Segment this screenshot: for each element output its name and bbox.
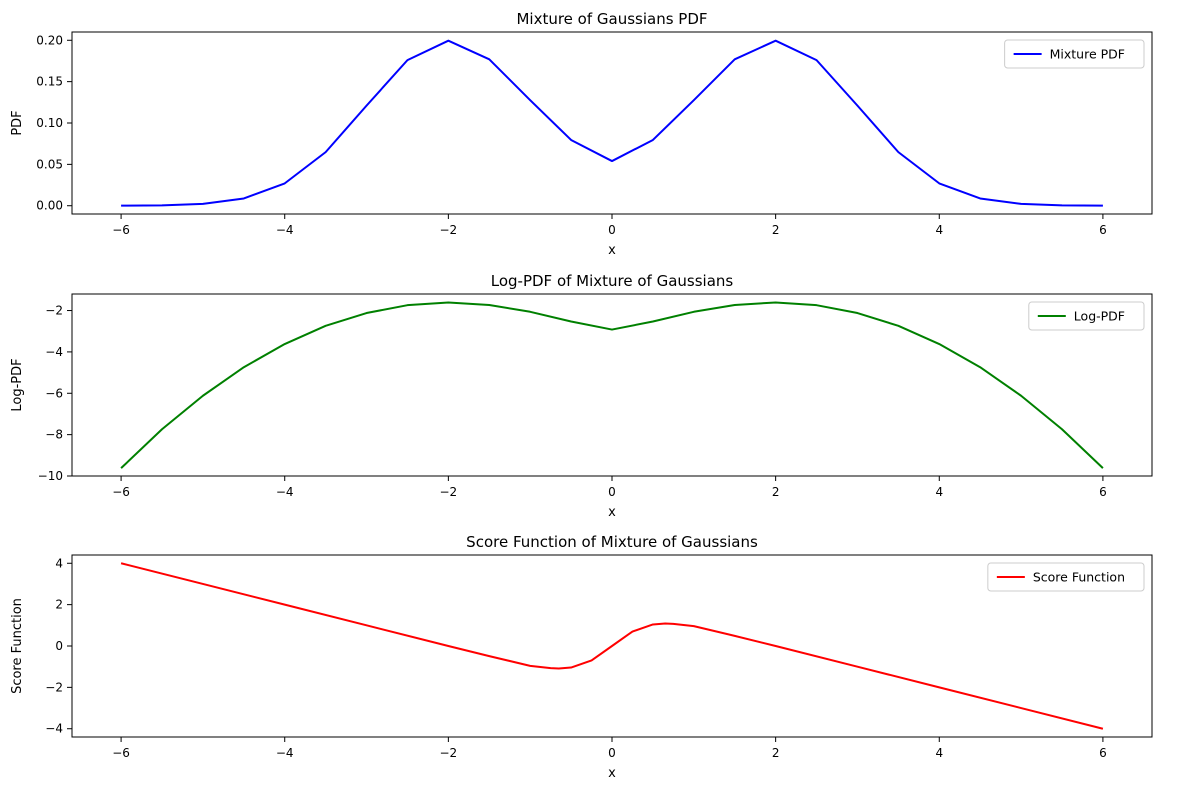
y-tick-label: 2 xyxy=(55,598,63,612)
y-axis-label: Log-PDF xyxy=(10,358,25,411)
legend: Mixture PDF xyxy=(1004,39,1145,69)
y-tick-label: −2 xyxy=(45,680,63,694)
x-tick-label: 4 xyxy=(935,485,943,499)
x-tick-label: 6 xyxy=(1099,746,1107,760)
legend-label: Score Function xyxy=(1033,570,1125,585)
y-tick-label: 0.05 xyxy=(36,157,63,171)
y-tick-label: 0.00 xyxy=(36,199,63,213)
x-tick-label: −4 xyxy=(276,746,294,760)
x-tick-label: 0 xyxy=(608,746,616,760)
chart-title: Log-PDF of Mixture of Gaussians xyxy=(491,272,734,290)
plot-frame xyxy=(71,31,1153,215)
legend: Score Function xyxy=(987,562,1145,592)
x-axis-label: x xyxy=(608,505,616,520)
chart-panel-3: −6 −4 −2 0 2 4 6 −4 −2 0 2 4 Score Function of Mixtu… xyxy=(10,533,1153,781)
y-axis-label: PDF xyxy=(10,110,25,135)
x-tick-label: 6 xyxy=(1099,223,1107,237)
x-tick-label: −6 xyxy=(112,223,130,237)
x-tick-label: −6 xyxy=(112,746,130,760)
chart-panel-1: −6 −4 −2 0 2 4 6 0.00 0.05 0.10 0.15 0.20 Mixture of… xyxy=(10,10,1153,258)
series-line-1 xyxy=(120,301,1104,469)
plot-frame xyxy=(71,293,1153,477)
x-tick-label: −6 xyxy=(112,485,130,499)
y-tick-label: 0.10 xyxy=(36,116,63,130)
y-axis-label: Score Function xyxy=(10,598,25,694)
y-tick-label: −10 xyxy=(38,469,63,483)
legend-box xyxy=(1028,301,1145,331)
x-tick-label: −4 xyxy=(276,485,294,499)
x-tick-label: 2 xyxy=(772,223,780,237)
x-tick-label: 4 xyxy=(935,746,943,760)
y-tick-label: −6 xyxy=(45,386,63,400)
x-tick-label: 6 xyxy=(1099,485,1107,499)
y-tick-label: −4 xyxy=(45,345,63,359)
legend-label: Mixture PDF xyxy=(1050,47,1125,62)
legend-label: Log-PDF xyxy=(1074,309,1125,324)
series-line-1 xyxy=(120,562,1104,730)
y-tick-label: 0 xyxy=(55,639,63,653)
y-tick-label: −2 xyxy=(45,304,63,318)
y-tick-label: 0.15 xyxy=(36,75,63,89)
x-tick-label: −2 xyxy=(440,746,458,760)
y-tick-label: −4 xyxy=(45,722,63,736)
x-tick-label: −2 xyxy=(440,485,458,499)
y-tick-label: 4 xyxy=(55,556,63,570)
legend-box xyxy=(987,562,1145,592)
x-tick-label: 4 xyxy=(935,223,943,237)
x-tick-label: 2 xyxy=(772,746,780,760)
x-axis-label: x xyxy=(608,766,616,781)
x-tick-label: 2 xyxy=(772,485,780,499)
series-line-1 xyxy=(121,39,1103,207)
y-tick-label: −8 xyxy=(45,428,63,442)
x-tick-label: 0 xyxy=(608,485,616,499)
chart-title: Score Function of Mixture of Gaussians xyxy=(466,533,758,551)
chart-panel-2: −6 −4 −2 0 2 4 6 −10 −8 −6 −4 −2 Log-PDF of Mixture … xyxy=(10,272,1153,520)
x-tick-label: 0 xyxy=(608,223,616,237)
x-axis-label: x xyxy=(608,243,616,258)
x-tick-label: −4 xyxy=(276,223,294,237)
x-tick-label: −2 xyxy=(440,223,458,237)
legend-box xyxy=(1004,39,1145,69)
y-tick-label: 0.20 xyxy=(36,33,63,47)
chart-title: Mixture of Gaussians PDF xyxy=(516,10,707,28)
legend: Log-PDF xyxy=(1028,301,1145,331)
